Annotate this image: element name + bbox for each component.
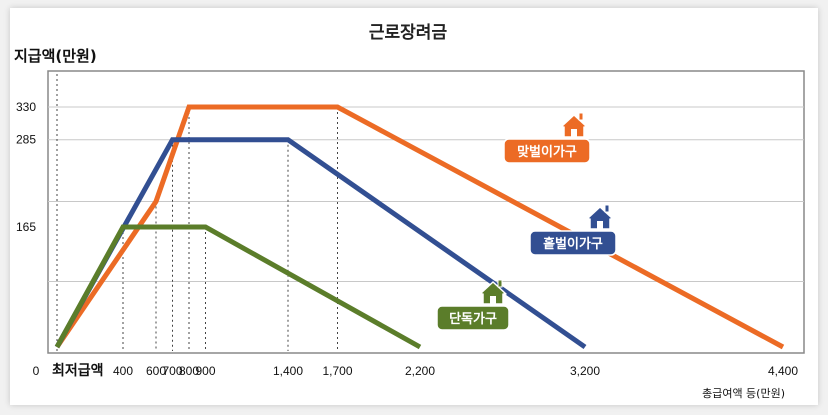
series-label: 단독가구 [436, 279, 510, 331]
x-origin-label: 0 [33, 364, 40, 378]
x-tick-label: 4,400 [768, 364, 798, 378]
chart-title: 근로장려금 [369, 23, 448, 43]
min-wage-label: 최저급액 [52, 362, 104, 379]
series-label: 맞벌이가구 [503, 112, 591, 164]
x-tick-label: 400 [113, 364, 133, 378]
chart-frame: 근로장려금 지급액(만원) 165 285 330 400 600 700 800 900 1… [10, 8, 818, 405]
x-tick-label: 1,400 [273, 364, 303, 378]
house-icon [560, 112, 588, 138]
house-icon [586, 204, 614, 230]
y-tick-label: 165 [16, 220, 36, 234]
y-axis-label: 지급액(만원) [14, 47, 97, 65]
x-tick-label: 600 [146, 364, 166, 378]
series-label-box [503, 138, 591, 164]
series-line [54, 104, 785, 350]
house-icon [479, 279, 507, 305]
x-tick-label: 700 [162, 364, 182, 378]
x-axis-label: 총급여액 등(만원) [702, 387, 785, 400]
y-tick-label: 285 [16, 133, 36, 147]
series-label-box [529, 230, 617, 256]
series-label-box [436, 305, 510, 331]
series-lines [54, 104, 785, 350]
series-label: 홑벌이가구 [529, 204, 617, 256]
x-tick-label: 3,200 [570, 364, 600, 378]
x-tick-label: 1,700 [322, 364, 352, 378]
series-line [54, 224, 422, 350]
series-name: 단독가구 [449, 311, 497, 327]
series-name: 홑벌이가구 [543, 236, 603, 252]
y-tick-label: 330 [16, 100, 36, 114]
y-ticks: 165 285 330 [16, 100, 36, 234]
x-tick-label: 900 [195, 364, 215, 378]
series-name: 맞벌이가구 [517, 144, 577, 160]
x-tick-label: 800 [179, 364, 199, 378]
x-tick-label: 2,200 [405, 364, 435, 378]
plot-area [47, 70, 805, 354]
